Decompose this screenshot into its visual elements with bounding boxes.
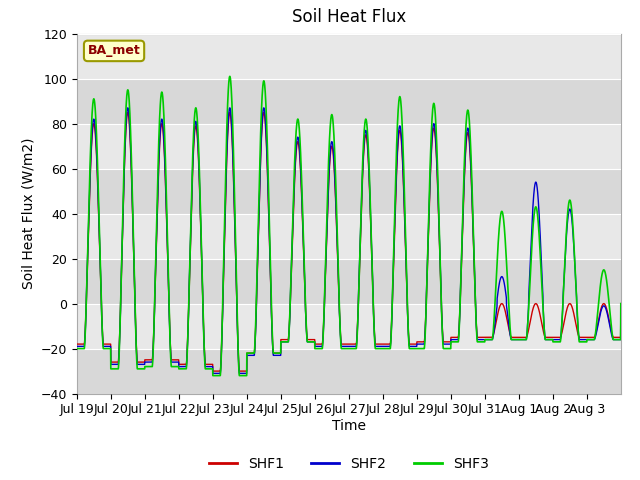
Bar: [77, 348, 621, 394]
Line: SHF2: SHF2: [77, 108, 621, 373]
Bar: [77, 79, 621, 123]
SHF1: [502, 309, 509, 314]
SHF1: [611, 335, 619, 340]
SHF3: [617, 300, 625, 306]
SHF1: [124, 109, 132, 115]
SHF2: [184, 317, 192, 323]
Line: SHF3: SHF3: [77, 76, 621, 375]
SHF3: [467, 144, 474, 149]
Bar: [77, 34, 621, 79]
Bar: [77, 214, 621, 259]
Title: Soil Heat Flux: Soil Heat Flux: [292, 9, 406, 26]
Y-axis label: Soil Heat Flux (W/m2): Soil Heat Flux (W/m2): [21, 138, 35, 289]
SHF1: [209, 368, 217, 374]
SHF3: [184, 321, 192, 327]
SHF3: [209, 372, 217, 378]
Line: SHF1: SHF1: [77, 112, 621, 371]
SHF1: [467, 162, 474, 168]
SHF2: [502, 287, 509, 293]
Bar: [77, 168, 621, 214]
Bar: [77, 259, 621, 303]
Text: BA_met: BA_met: [88, 44, 140, 58]
SHF3: [73, 346, 81, 351]
SHF3: [611, 336, 619, 342]
SHF2: [124, 105, 132, 111]
SHF2: [611, 336, 619, 342]
SHF3: [226, 73, 234, 79]
SHF1: [617, 300, 625, 306]
SHF3: [419, 346, 426, 351]
SHF2: [534, 193, 542, 199]
Legend: SHF1, SHF2, SHF3: SHF1, SHF2, SHF3: [204, 452, 494, 477]
SHF2: [419, 341, 426, 347]
Bar: [77, 123, 621, 168]
SHF1: [73, 341, 81, 347]
X-axis label: Time: Time: [332, 419, 366, 433]
SHF1: [184, 315, 192, 321]
SHF2: [617, 303, 625, 309]
SHF1: [534, 304, 542, 310]
SHF2: [73, 344, 81, 349]
SHF2: [209, 371, 217, 376]
SHF1: [419, 339, 426, 345]
SHF3: [502, 239, 509, 245]
SHF2: [467, 157, 474, 163]
Bar: [77, 303, 621, 348]
SHF3: [534, 216, 542, 222]
